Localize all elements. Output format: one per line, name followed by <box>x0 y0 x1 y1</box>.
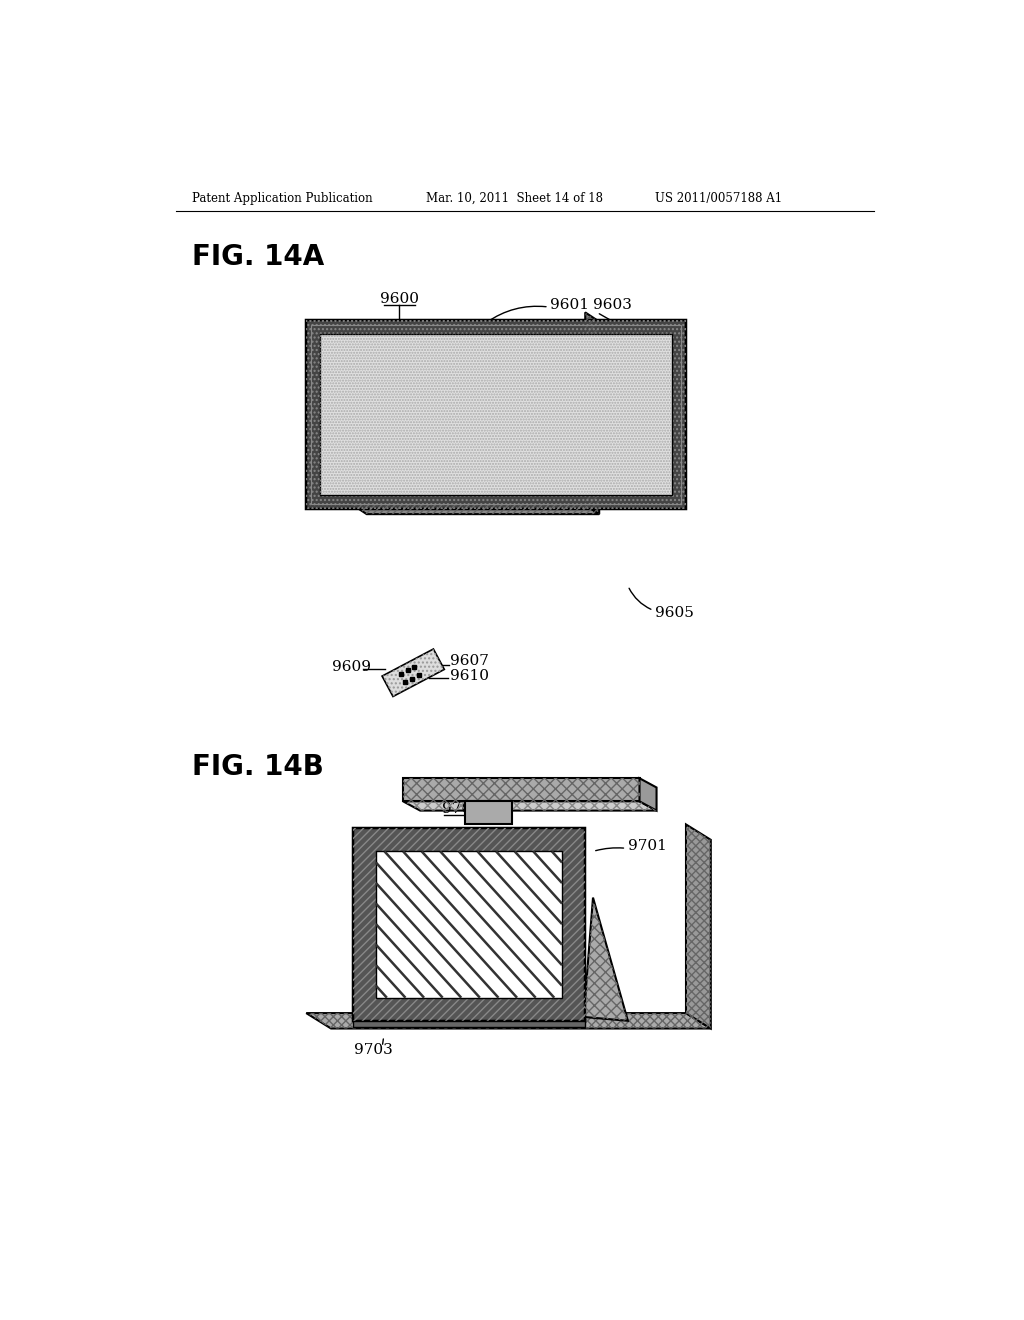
Text: 9701: 9701 <box>628 840 667 853</box>
Text: 9700: 9700 <box>441 803 480 816</box>
Polygon shape <box>352 506 599 515</box>
Bar <box>352 829 586 1020</box>
Bar <box>311 325 681 504</box>
Bar <box>376 851 562 998</box>
Bar <box>306 321 686 508</box>
Polygon shape <box>686 825 711 1028</box>
Text: FIG. 14B: FIG. 14B <box>191 752 324 780</box>
Text: 9610: 9610 <box>450 669 488 682</box>
Polygon shape <box>352 1020 586 1027</box>
Polygon shape <box>306 1014 711 1028</box>
Polygon shape <box>382 649 444 697</box>
Text: FIG. 14A: FIG. 14A <box>191 243 324 271</box>
Polygon shape <box>586 313 599 515</box>
Text: 9703: 9703 <box>354 1043 393 1057</box>
Text: 9603: 9603 <box>593 298 632 312</box>
Text: Mar. 10, 2011  Sheet 14 of 18: Mar. 10, 2011 Sheet 14 of 18 <box>426 191 603 205</box>
Bar <box>306 321 686 508</box>
Text: 9605: 9605 <box>655 606 694 619</box>
Bar <box>352 829 586 1020</box>
Bar <box>321 334 672 495</box>
Text: 9600: 9600 <box>380 292 419 306</box>
Polygon shape <box>465 801 512 825</box>
Text: 9609: 9609 <box>332 660 371 675</box>
Polygon shape <box>403 779 640 801</box>
Text: Patent Application Publication: Patent Application Publication <box>191 191 372 205</box>
Polygon shape <box>584 898 628 1020</box>
Polygon shape <box>403 801 656 810</box>
Polygon shape <box>640 779 656 810</box>
Bar <box>321 334 672 495</box>
Text: US 2011/0057188 A1: US 2011/0057188 A1 <box>655 191 782 205</box>
Text: 9607: 9607 <box>450 655 488 668</box>
Text: 9601: 9601 <box>550 298 590 312</box>
